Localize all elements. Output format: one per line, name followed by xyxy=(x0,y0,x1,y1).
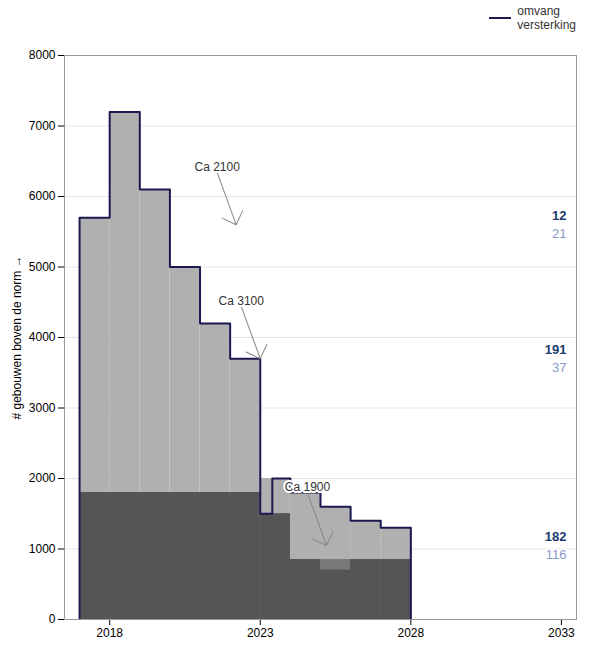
svg-text:116: 116 xyxy=(546,546,567,561)
svg-text:1000: 1000 xyxy=(29,542,56,556)
svg-text:# gebouwen boven de norm →: # gebouwen boven de norm → xyxy=(10,255,24,419)
svg-text:2033: 2033 xyxy=(548,626,575,640)
html-text:omvang versterking: omvang versterking xyxy=(517,4,576,33)
svg-text:191: 191 xyxy=(545,342,567,357)
svg-text:182: 182 xyxy=(545,528,567,543)
svg-text:Ca 2100: Ca 2100 xyxy=(194,159,240,173)
svg-text:0: 0 xyxy=(49,612,56,626)
svg-text:2000: 2000 xyxy=(29,471,56,485)
svg-text:6000: 6000 xyxy=(29,189,56,203)
svg-text:5000: 5000 xyxy=(29,260,56,274)
svg-text:8000: 8000 xyxy=(29,48,56,62)
svg-text:3000: 3000 xyxy=(29,401,56,415)
svg-text:Ca 3100: Ca 3100 xyxy=(219,293,265,307)
svg-text:2018: 2018 xyxy=(96,626,123,640)
svg-text:2028: 2028 xyxy=(398,626,425,640)
svg-text:37: 37 xyxy=(552,360,566,375)
svg-text:7000: 7000 xyxy=(29,119,56,133)
svg-text:2023: 2023 xyxy=(247,626,274,640)
svg-text:4000: 4000 xyxy=(29,330,56,344)
svg-text:12: 12 xyxy=(552,208,566,223)
svg-text:Ca 1900: Ca 1900 xyxy=(285,480,331,494)
svg-text:21: 21 xyxy=(552,226,566,241)
